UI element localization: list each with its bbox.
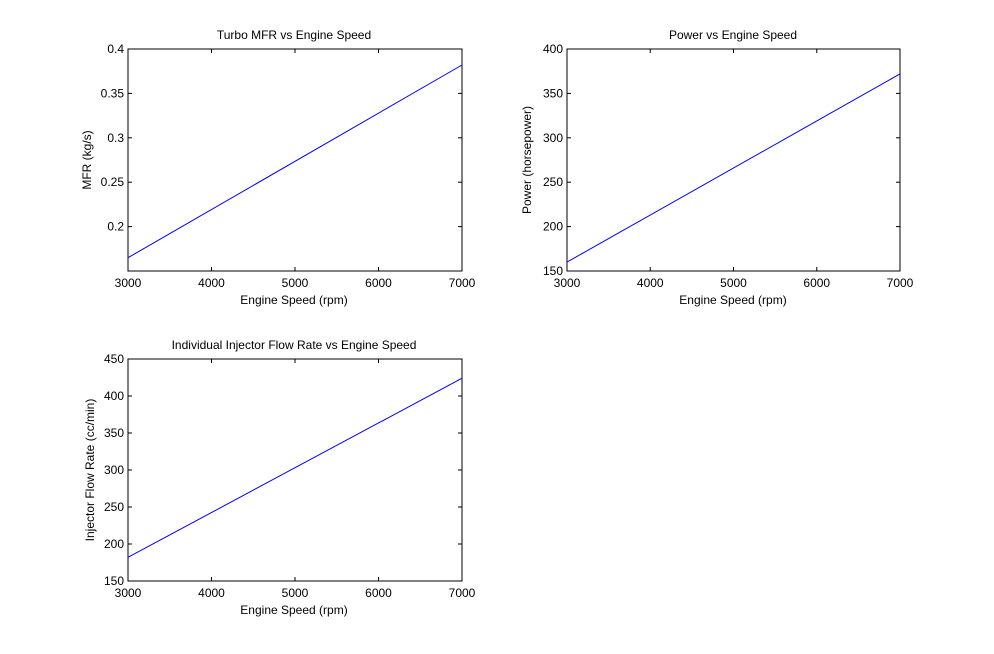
y-tick-label: 0.35 xyxy=(101,86,125,100)
x-tick-label: 6000 xyxy=(365,586,392,600)
y-axis-label: MFR (kg/s) xyxy=(80,130,94,189)
y-tick-label: 0.2 xyxy=(107,220,124,234)
y-tick-label: 0.4 xyxy=(107,42,124,56)
y-tick-label: 150 xyxy=(543,264,563,278)
y-tick-label: 250 xyxy=(104,500,124,514)
series-line xyxy=(127,377,463,558)
x-tick-label: 4000 xyxy=(637,276,664,290)
y-tick-label: 0.25 xyxy=(101,175,125,189)
x-tick-label: 3000 xyxy=(115,586,142,600)
chart-title: Turbo MFR vs Engine Speed xyxy=(217,28,371,42)
x-tick-label: 5000 xyxy=(720,276,747,290)
y-tick-label: 350 xyxy=(104,426,124,440)
x-tick-label: 5000 xyxy=(282,586,309,600)
x-tick-label: 4000 xyxy=(198,586,225,600)
x-tick-label: 7000 xyxy=(887,276,914,290)
x-tick-label: 6000 xyxy=(365,276,392,290)
y-tick-label: 250 xyxy=(543,175,563,189)
x-tick-label: 6000 xyxy=(803,276,830,290)
series-line xyxy=(566,73,901,263)
chart-title: Power vs Engine Speed xyxy=(669,28,797,42)
x-tick-label: 3000 xyxy=(115,276,142,290)
x-tick-label: 4000 xyxy=(198,276,225,290)
y-tick-label: 350 xyxy=(543,86,563,100)
y-tick-label: 400 xyxy=(104,389,124,403)
subplot-power: Power vs Engine Speed Engine Speed (rpm)… xyxy=(520,28,914,307)
x-axis-label: Engine Speed (rpm) xyxy=(240,293,347,307)
y-tick-label: 450 xyxy=(104,352,124,366)
x-tick-label: 7000 xyxy=(449,586,476,600)
x-tick-label: 3000 xyxy=(554,276,581,290)
x-axis-label: Engine Speed (rpm) xyxy=(240,603,347,617)
subplot-injector-flow: Individual Injector Flow Rate vs Engine … xyxy=(83,338,476,617)
subplot-turbo-mfr: Turbo MFR vs Engine Speed Engine Speed (… xyxy=(80,28,476,307)
y-tick-label: 400 xyxy=(543,42,563,56)
y-tick-label: 200 xyxy=(104,537,124,551)
y-tick-label: 0.3 xyxy=(107,131,124,145)
y-tick-label: 300 xyxy=(104,463,124,477)
x-tick-label: 5000 xyxy=(282,276,309,290)
x-tick-label: 7000 xyxy=(449,276,476,290)
y-tick-label: 300 xyxy=(543,131,563,145)
x-axis-label: Engine Speed (rpm) xyxy=(679,293,786,307)
y-tick-label: 150 xyxy=(104,574,124,588)
y-axis-label: Power (horsepower) xyxy=(520,106,534,214)
chart-title: Individual Injector Flow Rate vs Engine … xyxy=(172,338,417,352)
y-tick-label: 200 xyxy=(543,220,563,234)
series-line xyxy=(127,64,463,259)
y-axis-label: Injector Flow Rate (cc/min) xyxy=(83,399,97,542)
